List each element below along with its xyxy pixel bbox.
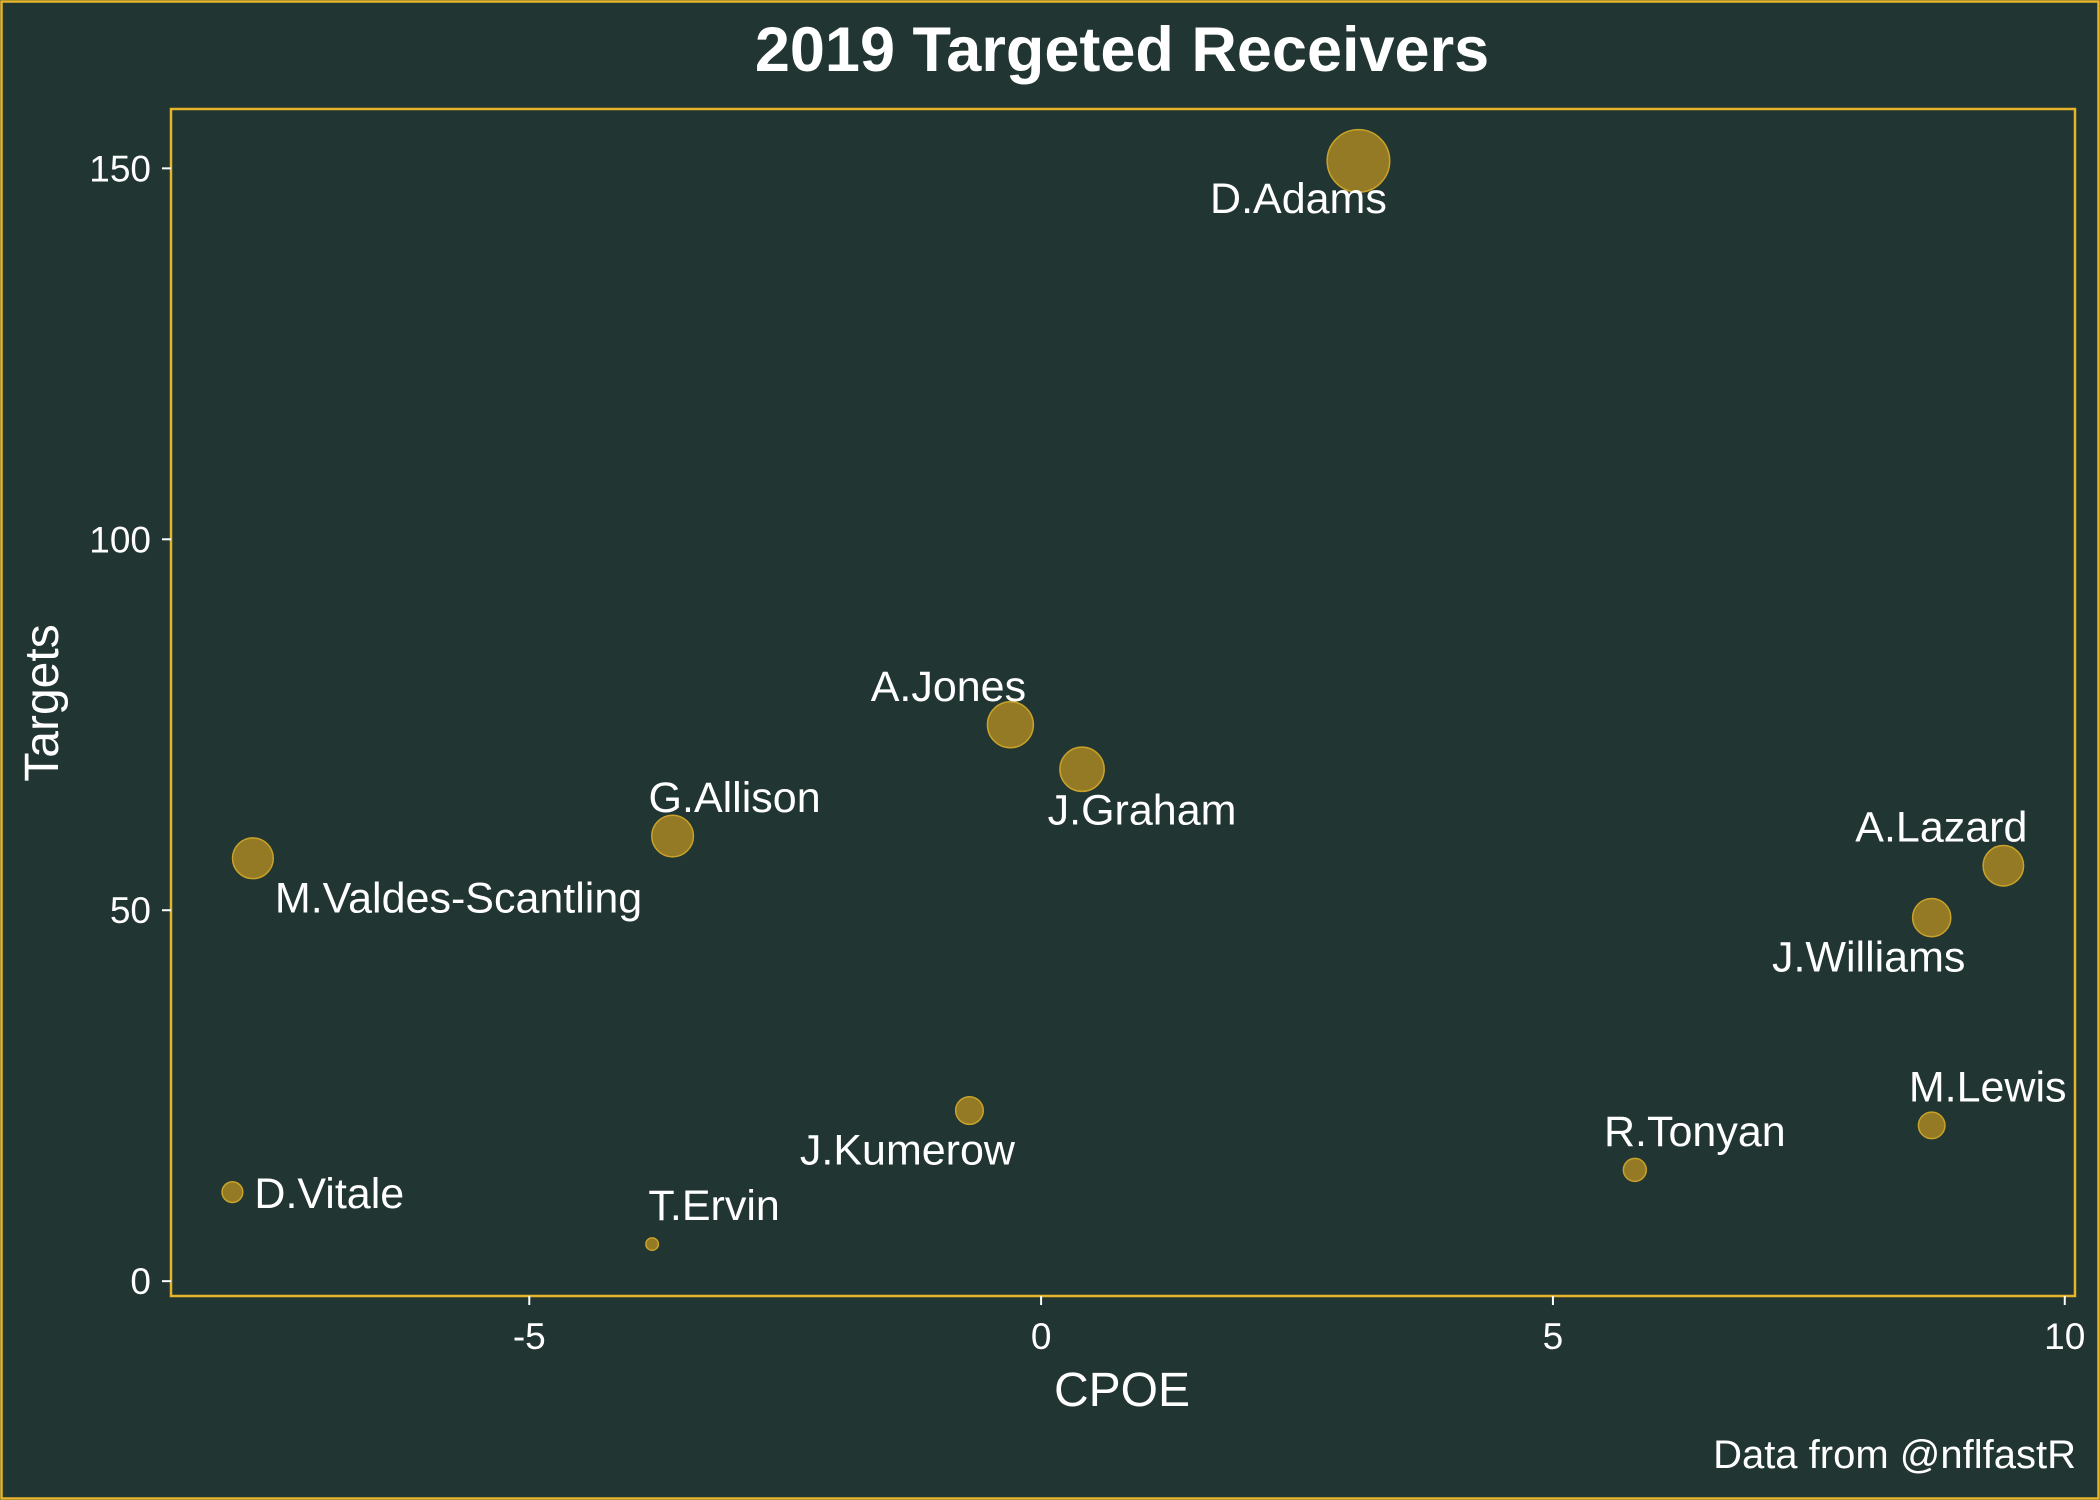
- data-point: [1982, 844, 2025, 887]
- data-label: M.Lewis: [1909, 1063, 2067, 1111]
- data-point: [651, 814, 695, 858]
- chart-title: 2019 Targeted Receivers: [755, 15, 1489, 85]
- data-label: A.Jones: [871, 663, 1026, 711]
- x-axis: -5 0 5 10: [513, 1296, 2085, 1357]
- data-labels: D.Adams A.Jones J.Graham G.Allison M.Valdes-…: [254, 175, 2066, 1230]
- x-tick-label: 0: [1031, 1316, 1052, 1357]
- plot-panel: [169, 107, 2077, 1298]
- data-points: [221, 128, 2025, 1252]
- x-tick-label: -5: [513, 1316, 546, 1357]
- y-tick-label: 100: [89, 519, 151, 560]
- data-point: [986, 701, 1035, 749]
- data-point: [645, 1237, 660, 1252]
- data-label: G.Allison: [649, 774, 821, 822]
- y-tick-label: 150: [89, 148, 151, 189]
- data-label: D.Adams: [1210, 175, 1387, 223]
- data-label: J.Graham: [1048, 786, 1237, 834]
- x-tick-label: 5: [1543, 1316, 1564, 1357]
- data-label: A.Lazard: [1855, 804, 2027, 852]
- data-point: [221, 1181, 244, 1204]
- data-point: [1059, 746, 1105, 793]
- data-point: [1326, 128, 1391, 193]
- data-label: R.Tonyan: [1604, 1108, 1786, 1156]
- data-label: J.Williams: [1772, 934, 1965, 982]
- data-point: [1911, 897, 1952, 938]
- data-point: [954, 1095, 985, 1126]
- x-tick-label: 10: [2044, 1316, 2085, 1357]
- data-label: T.Ervin: [648, 1182, 779, 1230]
- y-axis-title: Targets: [16, 624, 69, 781]
- caption: Data from @nflfastR: [1713, 1433, 2076, 1477]
- y-tick-label: 50: [110, 890, 151, 931]
- data-label: D.Vitale: [254, 1170, 404, 1218]
- data-point: [1917, 1111, 1946, 1140]
- data-label: J.Kumerow: [800, 1127, 1016, 1175]
- y-tick-label: 0: [130, 1261, 151, 1302]
- data-point: [1622, 1157, 1648, 1183]
- y-axis: 0 50 100 150: [89, 148, 171, 1302]
- data-label: M.Valdes-Scantling: [275, 874, 642, 922]
- x-axis-title: CPOE: [1054, 1364, 1190, 1417]
- data-point: [231, 837, 275, 880]
